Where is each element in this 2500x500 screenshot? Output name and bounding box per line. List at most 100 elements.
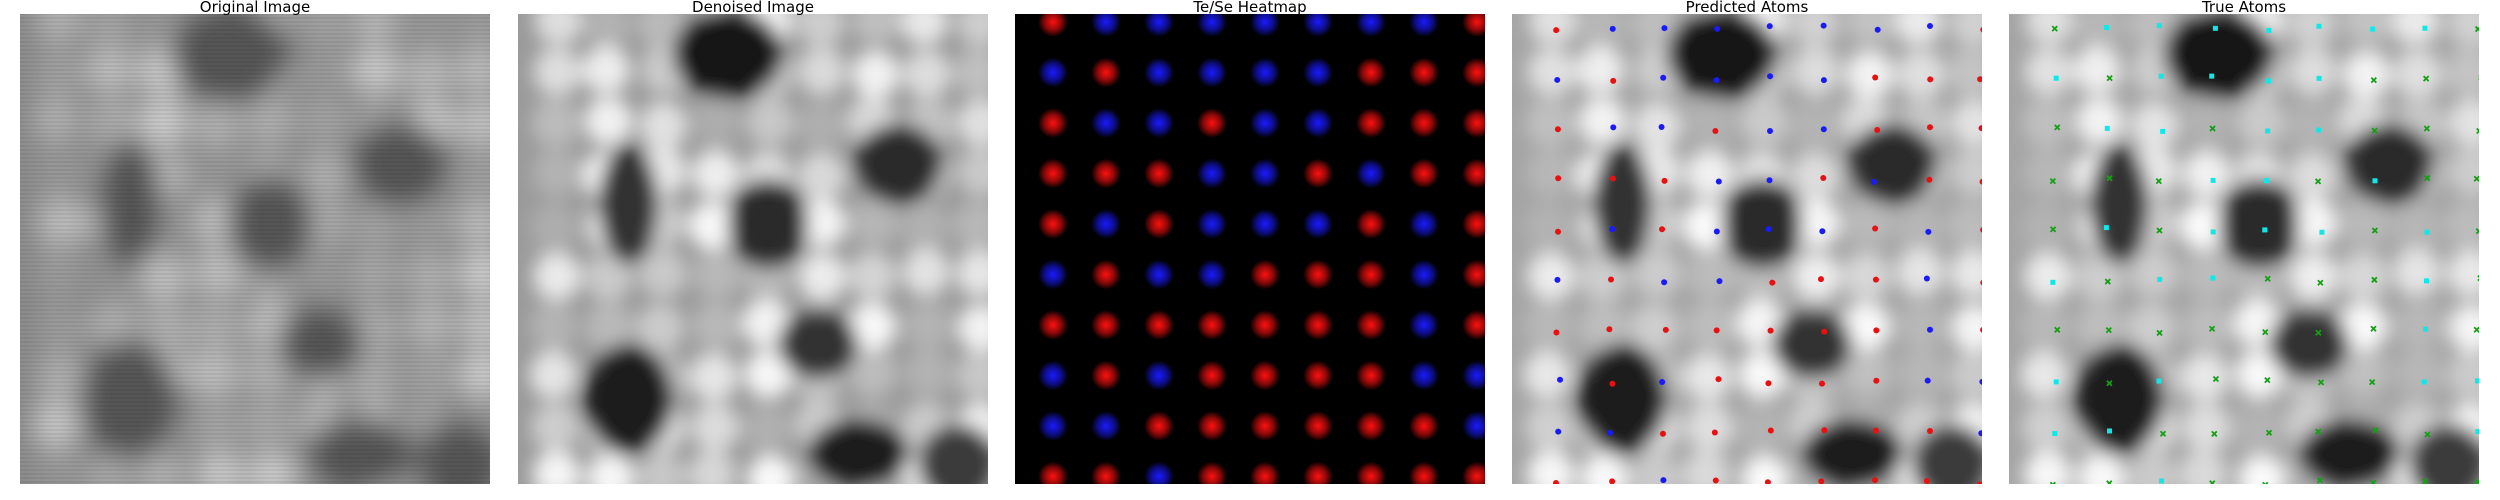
- predicted-te-atom: [1609, 380, 1616, 387]
- true-te-marker: [2049, 226, 2057, 233]
- predicted-te-atom: [1926, 176, 1933, 183]
- predicted-te-atom: [1872, 477, 1879, 484]
- heatmap-spot: [1250, 108, 1280, 138]
- predicted-se-atom: [1557, 376, 1564, 383]
- heatmap-spot: [1250, 411, 1280, 441]
- true-se-marker: [2210, 229, 2216, 235]
- heatmap-spot: [1197, 310, 1227, 340]
- predicted-te-atom: [1927, 427, 1934, 434]
- heatmap-spot: [1409, 57, 1439, 88]
- predicted-te-atom: [1553, 329, 1560, 336]
- heatmap-spot: [1409, 108, 1439, 138]
- predicted-se-atom: [1554, 76, 1561, 83]
- heatmap-spot: [1091, 360, 1121, 391]
- true-se-marker: [2474, 378, 2479, 384]
- panel-heatmap: Te/Se Heatmap: [1015, 0, 1485, 484]
- heatmap-spot: [1144, 360, 1174, 391]
- true-te-marker: [2317, 279, 2324, 286]
- true-te-marker: [2314, 178, 2322, 185]
- heatmap-spot: [1303, 14, 1333, 37]
- predicted-se-atom: [1923, 275, 1930, 282]
- true-se-marker: [2370, 26, 2376, 32]
- predicted-se-atom: [1766, 127, 1773, 134]
- predicted-te-atom: [1661, 177, 1668, 184]
- heatmap-spot: [1303, 57, 1333, 88]
- heatmap-spot: [1356, 259, 1386, 290]
- heatmap-spot: [1197, 57, 1227, 88]
- heatmap-spot: [1303, 411, 1333, 441]
- true-te-marker: [2106, 75, 2113, 82]
- predicted-se-atom: [1766, 177, 1773, 184]
- predicted-te-atom: [1980, 327, 1982, 333]
- predicted-te-atom: [1872, 225, 1879, 232]
- true-se-marker: [2421, 379, 2427, 385]
- predicted-se-atom: [1820, 77, 1827, 84]
- heatmap-spot: [1197, 259, 1227, 290]
- true-se-marker: [2372, 178, 2378, 184]
- panel-true: True Atoms: [2009, 0, 2479, 484]
- true-se-marker: [2424, 229, 2430, 235]
- heatmap-spot: [1356, 209, 1386, 239]
- te-se-heatmap: [1015, 14, 1485, 484]
- true-se-marker: [2104, 125, 2110, 131]
- predicted-te-atom: [1764, 479, 1771, 484]
- heatmap-spot: [1038, 360, 1068, 391]
- predicted-te-atom: [1607, 276, 1614, 283]
- heatmap-spot: [1038, 259, 1068, 290]
- true-te-marker: [2208, 325, 2216, 332]
- heatmap-spot: [1356, 360, 1386, 391]
- true-se-marker: [2209, 73, 2215, 79]
- true-te-marker: [2474, 478, 2479, 484]
- predicted-te-atom: [1767, 327, 1774, 334]
- predicted-te-atom: [1976, 481, 1982, 484]
- heatmap-spot: [1197, 461, 1227, 484]
- true-se-marker: [2156, 23, 2162, 29]
- predicted-atoms-image: [1512, 14, 1982, 484]
- predicted-se-atom: [1874, 26, 1881, 33]
- heatmap-spot: [1091, 411, 1121, 441]
- true-te-marker: [2316, 477, 2324, 484]
- true-se-marker: [2422, 25, 2428, 31]
- predicted-te-atom: [1712, 128, 1719, 135]
- true-te-marker: [2424, 431, 2431, 438]
- heatmap-spot: [1091, 158, 1121, 189]
- panel-predicted: Predicted Atoms: [1512, 0, 1982, 484]
- predicted-te-atom: [1818, 380, 1825, 387]
- heatmap-spot: [1462, 360, 1485, 391]
- true-te-marker: [2475, 228, 2479, 235]
- heatmap-spot: [1038, 411, 1068, 441]
- predicted-se-atom: [1554, 276, 1561, 283]
- predicted-se-atom: [1766, 23, 1773, 30]
- true-se-marker: [2053, 75, 2059, 81]
- predicted-te-atom: [1980, 227, 1982, 233]
- true-se-marker: [2266, 27, 2272, 33]
- predicted-te-atom: [1659, 226, 1666, 233]
- predicted-te-atom: [1980, 27, 1982, 33]
- heatmap-spot: [1462, 57, 1485, 88]
- true-se-marker: [2265, 128, 2271, 134]
- heatmap-spot: [1303, 158, 1333, 189]
- predicted-se-atom: [1767, 73, 1774, 80]
- predicted-te-atom: [1821, 427, 1828, 434]
- predicted-se-atom: [1660, 74, 1667, 81]
- heatmap-spot: [1409, 14, 1439, 37]
- predicted-te-atom: [1979, 178, 1982, 185]
- predicted-te-atom: [1609, 175, 1616, 182]
- predicted-te-atom: [1659, 430, 1666, 437]
- predicted-se-atom: [1713, 77, 1720, 84]
- true-te-marker: [2106, 480, 2113, 484]
- true-se-marker: [2265, 78, 2271, 84]
- predicted-se-atom: [1926, 326, 1933, 333]
- true-te-marker: [2211, 430, 2218, 437]
- predicted-te-atom: [1662, 326, 1669, 333]
- panel-title-heatmap: Te/Se Heatmap: [1193, 0, 1307, 16]
- heatmap-spot: [1250, 14, 1280, 37]
- true-atoms-image: [2009, 14, 2479, 484]
- true-te-marker: [2209, 125, 2216, 132]
- heatmap-spot: [1144, 57, 1174, 88]
- true-se-marker: [2107, 428, 2113, 434]
- heatmap-spot: [1144, 158, 1174, 189]
- predicted-se-atom: [1658, 124, 1665, 131]
- heatmap-spot: [1144, 310, 1174, 340]
- predicted-se-atom: [1924, 377, 1931, 384]
